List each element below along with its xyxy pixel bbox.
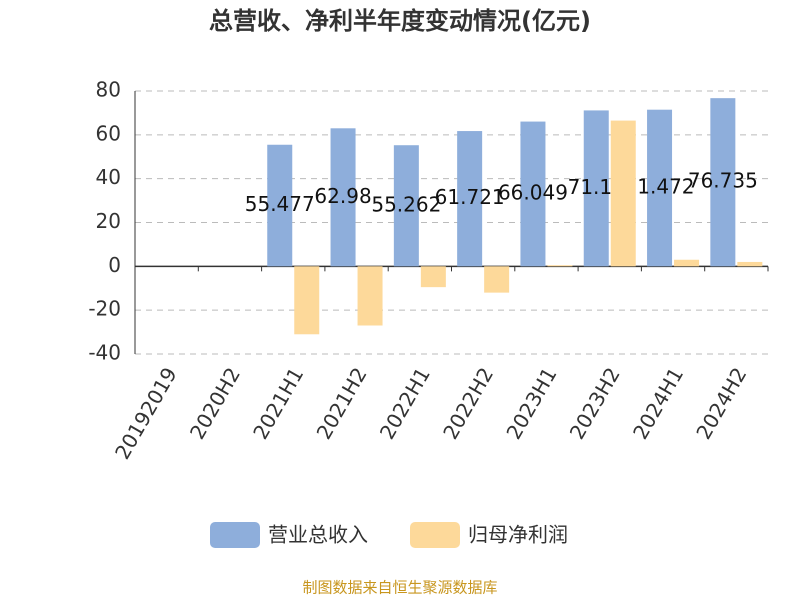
bar — [393, 145, 419, 267]
bar — [357, 266, 383, 326]
bar — [674, 259, 700, 267]
y-tick-label: 40 — [96, 165, 121, 189]
value-label: 62.98 — [314, 184, 371, 208]
x-tick-label: 20192019 — [110, 363, 182, 463]
value-label: 76.735 — [688, 169, 758, 193]
value-label: 61.721 — [435, 185, 505, 209]
bar — [647, 109, 673, 267]
x-tick-label: 2023H2 — [565, 363, 625, 443]
x-tick-label: 2021H1 — [248, 363, 308, 443]
y-tick-label: 80 — [96, 78, 121, 102]
legend-swatch — [410, 522, 460, 548]
x-tick-label: 2023H1 — [501, 363, 561, 443]
x-tick-label: 2021H2 — [312, 363, 372, 443]
y-tick-label: -40 — [88, 341, 121, 365]
bar — [737, 261, 763, 267]
legend-label: 归母净利润 — [468, 523, 568, 547]
x-tick-label: 2024H2 — [691, 363, 751, 443]
x-tick-label: 2020H2 — [185, 363, 245, 443]
x-tick-label: 2022H2 — [438, 363, 498, 443]
bar — [547, 265, 573, 267]
bar — [710, 98, 736, 267]
bar — [583, 110, 609, 267]
bar — [330, 128, 356, 267]
x-tick-label: 2022H1 — [375, 363, 435, 443]
value-label: 66.049 — [498, 180, 568, 204]
y-tick-label: 60 — [96, 121, 121, 145]
value-label: 55.477 — [245, 192, 315, 216]
source: 制图数据来自恒生聚源数据库 — [302, 579, 497, 597]
legend-label: 营业总收入 — [268, 523, 368, 547]
bar — [484, 266, 510, 293]
y-tick-label: 20 — [96, 209, 121, 233]
bar — [520, 121, 546, 267]
bar — [457, 131, 483, 267]
legend-swatch — [210, 522, 260, 548]
chart-title: 总营收、净利半年度变动情况(亿元) — [209, 7, 591, 35]
y-tick-label: 0 — [108, 253, 121, 277]
bar — [294, 266, 320, 335]
bar — [610, 120, 636, 267]
y-tick-label: -20 — [88, 297, 121, 321]
bar — [420, 266, 446, 288]
value-label: 71.472 — [625, 175, 695, 199]
bar — [267, 144, 293, 267]
x-tick-label: 2024H1 — [628, 363, 688, 443]
value-label: 55.262 — [371, 192, 441, 216]
